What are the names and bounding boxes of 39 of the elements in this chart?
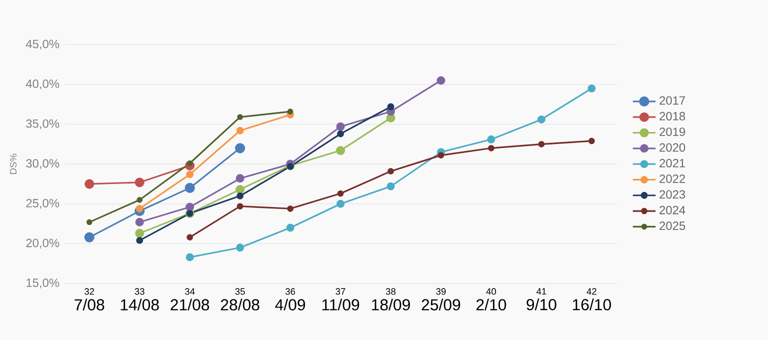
y-tick-label: 40,0%	[26, 79, 60, 90]
x-tick-label: 7/08	[74, 298, 104, 310]
text: 32	[84, 288, 94, 295]
y-tick-label: 15,0%	[26, 278, 60, 288]
y-axis-title: DS%	[10, 154, 17, 174]
x-tick-label: 9/10	[526, 298, 556, 310]
legend-label: 2020	[660, 143, 686, 152]
y-tick-label: 45,0%	[26, 40, 60, 50]
text: 34	[185, 288, 195, 295]
x-tick-label: 4/09	[275, 298, 306, 310]
legend-label: 2021	[660, 158, 685, 168]
legend-label: 2022	[660, 174, 685, 183]
legend-label: 2019	[660, 128, 686, 136]
text: 37	[336, 288, 346, 295]
text: 39	[436, 288, 446, 295]
legend-label: 2023	[660, 190, 686, 199]
y-tick-label: 20,0%	[26, 238, 60, 249]
y-tick-label: 30,0%	[26, 159, 60, 169]
text: 33	[134, 288, 144, 295]
y-tick-label: 25,0%	[26, 198, 60, 209]
text: 36	[285, 288, 296, 295]
x-tick-label: 25/09	[422, 298, 460, 310]
x-tick-label: 11/09	[322, 298, 360, 310]
text: 41	[536, 288, 546, 294]
legend-label: 2025	[660, 221, 686, 230]
x-tick-label: 21/08	[170, 298, 210, 310]
x-tick-label: 2/10	[476, 298, 506, 310]
text: 42	[586, 288, 596, 295]
x-tick-label: 28/08	[220, 298, 260, 310]
legend-label: 2017	[660, 96, 685, 105]
x-tick-label: 14/08	[120, 298, 159, 310]
y-tick-label: 35,0%	[26, 119, 60, 130]
legend-label: 2018	[660, 112, 686, 120]
legend-label: 2024	[660, 206, 686, 214]
x-tick-label: 16/10	[572, 298, 611, 310]
text: 40	[486, 288, 496, 295]
text: 35	[235, 288, 245, 295]
x-tick-label: 18/09	[372, 298, 410, 310]
text: 38	[386, 288, 396, 295]
